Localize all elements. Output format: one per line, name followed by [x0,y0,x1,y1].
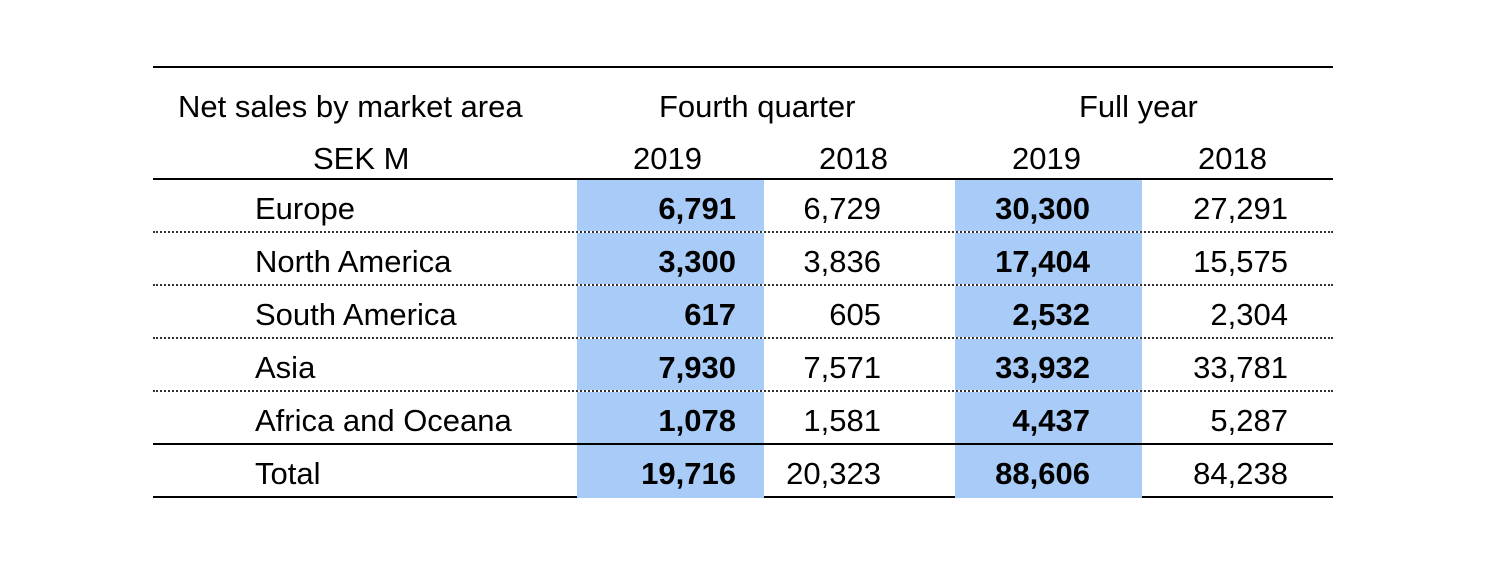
row-label: Europe [255,191,355,226]
total-row: Total 19,716 20,323 88,606 84,238 [153,445,1333,498]
unit-label: SEK M [313,141,410,176]
table-title: Net sales by market area [178,89,523,124]
highlight-q4-2019 [577,180,764,231]
cell-q4-2019: 3,300 [658,244,736,279]
net-sales-table: Net sales by market area Fourth quarter … [153,66,1333,498]
table-row: Africa and Oceana 1,078 1,581 4,437 5,28… [153,392,1333,445]
row-label: South America [255,297,457,332]
cell-fy-2019: 17,404 [995,244,1090,279]
cell-q4-2019: 617 [684,297,736,332]
highlight-fy-2019 [955,392,1142,443]
cell-q4-2019: 7,930 [658,350,736,385]
cell-fy-2018: 27,291 [1193,191,1288,226]
cell-q4-2019: 1,078 [658,403,736,438]
highlight-q4-2019 [577,392,764,443]
total-q4-2019: 19,716 [641,456,736,491]
year-header-q4-2018: 2018 [819,141,888,176]
cell-q4-2018: 1,581 [803,403,881,438]
table-row: Asia 7,930 7,571 33,932 33,781 [153,339,1333,392]
cell-fy-2019: 4,437 [1012,403,1090,438]
year-header-fy-2018: 2018 [1198,141,1267,176]
header-row-years: SEK M 2019 2018 2019 2018 [153,126,1333,180]
highlight-q4-2019 [577,286,764,337]
highlight-q4-2019 [577,233,764,284]
highlight-fy-2019 [955,339,1142,390]
total-q4-2018: 20,323 [786,456,881,491]
total-fy-2018: 84,238 [1193,456,1288,491]
cell-q4-2018: 6,729 [803,191,881,226]
row-label: Africa and Oceana [255,403,512,438]
year-header-fy-2019: 2019 [1012,141,1081,176]
cell-fy-2019: 2,532 [1012,297,1090,332]
highlight-fy-2019 [955,233,1142,284]
header-row-groups: Net sales by market area Fourth quarter … [153,68,1333,126]
cell-fy-2018: 5,287 [1210,403,1288,438]
highlight-fy-2019 [955,180,1142,231]
top-rule [153,66,1333,68]
highlight-fy-2019 [955,445,1142,498]
cell-fy-2018: 15,575 [1193,244,1288,279]
cell-fy-2019: 33,932 [995,350,1090,385]
cell-fy-2018: 2,304 [1210,297,1288,332]
row-label: North America [255,244,452,279]
highlight-q4-2019 [577,339,764,390]
year-header-q4-2019: 2019 [633,141,702,176]
row-label: Asia [255,350,316,385]
cell-fy-2018: 33,781 [1193,350,1288,385]
group-header-full-year: Full year [1079,89,1198,124]
table-row: North America 3,300 3,836 17,404 15,575 [153,233,1333,286]
table-row: South America 617 605 2,532 2,304 [153,286,1333,339]
total-fy-2019: 88,606 [995,456,1090,491]
cell-q4-2019: 6,791 [658,191,736,226]
highlight-q4-2019 [577,445,764,498]
group-header-fourth-quarter: Fourth quarter [659,89,856,124]
total-label: Total [255,456,321,491]
cell-q4-2018: 7,571 [803,350,881,385]
cell-q4-2018: 605 [829,297,881,332]
table-row: Europe 6,791 6,729 30,300 27,291 [153,180,1333,233]
highlight-fy-2019 [955,286,1142,337]
cell-fy-2019: 30,300 [995,191,1090,226]
cell-q4-2018: 3,836 [803,244,881,279]
